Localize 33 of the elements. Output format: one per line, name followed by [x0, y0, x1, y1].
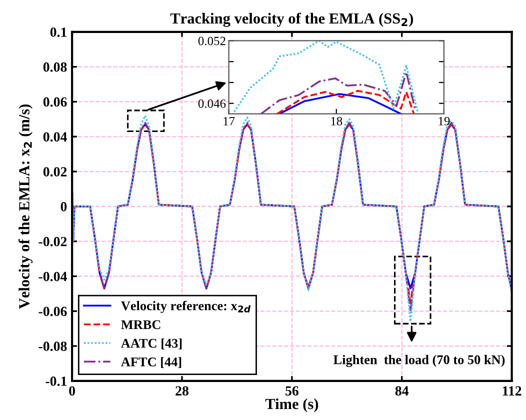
legend-label: AFTC [44]	[121, 357, 182, 368]
line-series	[276, 90, 415, 114]
legend-label: MRBC	[121, 320, 160, 330]
x-tick-label: 56	[286, 386, 298, 396]
x-tick-label: 28	[176, 386, 188, 396]
y-tick-label: 0.046	[198, 99, 226, 108]
y-tick-label: 0.06	[43, 97, 67, 107]
x-tick-label: 17	[224, 117, 235, 126]
line-series	[233, 40, 420, 114]
line-series	[278, 93, 402, 114]
x-axis-title: Time (s)	[265, 398, 318, 412]
y-tick-label: 0.052	[198, 36, 226, 46]
y-tick-label: 0.1	[50, 28, 66, 37]
x-tick-label: 18	[331, 116, 342, 126]
y-tick-label: 0.04	[43, 132, 67, 142]
y-tick-label: 0	[60, 202, 67, 212]
y-tick-label: 0.08	[43, 62, 67, 72]
y-tick-label: -0.04	[38, 272, 67, 282]
x-tick-label: 0	[69, 386, 76, 396]
x-tick-label: 112	[502, 386, 522, 396]
y-tick-label: -0.06	[38, 306, 67, 316]
y-tick-label: -0.08	[38, 342, 67, 352]
x-tick-label: 19	[438, 116, 450, 126]
line-series	[260, 71, 416, 114]
y-tick-label: -0.1	[46, 376, 66, 386]
chart-title: Tracking velocity of the EMLA (SS$_{2}$)	[170, 12, 414, 27]
legend-label: AATC [43]	[121, 338, 182, 350]
legend-label: Velocity reference: x$_{2d}$	[121, 300, 251, 313]
y-tick-label: 0.02	[43, 167, 67, 177]
x-tick-label: 84	[395, 386, 409, 396]
y-tick-label: -0.02	[38, 236, 67, 246]
annotation: Lighten the load (70 to 50 kN)	[334, 354, 505, 367]
y-axis-title: Velocity of the EMLA: x$_{2}$ (m/s)	[18, 104, 33, 309]
